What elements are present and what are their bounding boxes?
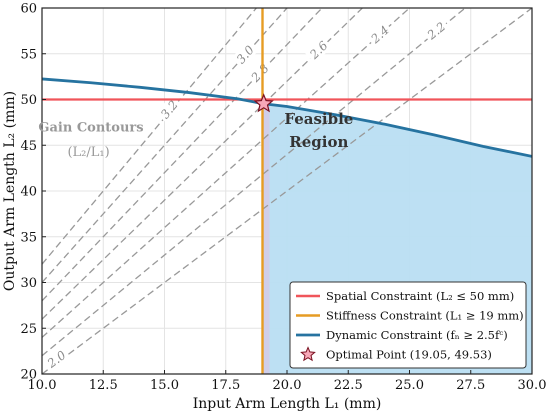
region-edge-shade xyxy=(263,103,270,374)
legend-box xyxy=(289,281,527,369)
y-tick-label: 60 xyxy=(20,2,37,17)
contour-line-2.6 xyxy=(42,8,364,320)
x-tick-label: 10.0 xyxy=(28,378,57,393)
legend: Spatial Constraint (L₂ ≤ 50 mm) Stiffness… xyxy=(289,281,527,369)
contour-label-bg xyxy=(155,95,183,124)
optimal-point-marker xyxy=(253,93,274,113)
contour-line-2.2 xyxy=(42,8,467,357)
y-tick-label: 45 xyxy=(20,139,37,154)
gain-contours-subtitle: (L₂/L₁) xyxy=(67,145,109,160)
legend-label: Optimal Point (19.05, 49.53) xyxy=(326,348,492,362)
x-axis-label: Input Arm Length L₁ (mm) xyxy=(193,396,382,412)
optimal-marker-layer xyxy=(253,93,274,113)
contour-line-3.0 xyxy=(42,8,288,283)
x-tick-label: 22.5 xyxy=(334,378,363,393)
x-tick-label: 12.5 xyxy=(89,378,118,393)
contour-label-bg xyxy=(422,17,451,44)
y-tick-label: 50 xyxy=(20,93,37,108)
x-tick-label: 30.0 xyxy=(518,378,547,393)
legend-label: Stiffness Constraint (L₁ ≥ 19 mm) xyxy=(326,309,524,323)
legend-star-icon xyxy=(300,346,316,362)
contour-label-bg xyxy=(365,20,394,48)
y-tick-label: 40 xyxy=(20,185,37,200)
gain-contours-title: Gain Contours xyxy=(38,121,143,136)
y-tick-label: 25 xyxy=(20,322,37,337)
x-tick-label: 20.0 xyxy=(273,378,302,393)
y-tick-label: 20 xyxy=(20,368,37,383)
y-axis-label: Output Arm Length L₂ (mm) xyxy=(2,91,18,291)
x-tick-label: 25.0 xyxy=(395,378,424,393)
y-tick-label: 30 xyxy=(20,276,37,291)
feasible-region-label-line2: Region xyxy=(289,133,348,151)
contour-label-bg xyxy=(231,40,259,69)
contour-line-2.0 xyxy=(42,8,532,374)
contour-label-bg xyxy=(42,345,71,373)
contour-line-3.2 xyxy=(42,8,258,265)
x-tick-label: 27.5 xyxy=(456,378,485,393)
x-tick-label: 15.0 xyxy=(150,378,179,393)
dynamic-constraint-curve xyxy=(42,77,532,158)
legend-label: Dynamic Constraint (fₙ ≥ 2.5fᶜ) xyxy=(326,328,508,342)
constraint-lines xyxy=(42,8,532,374)
axis-ticks: 10.0 12.5 15.0 17.5 20.0 22.5 25.0 27.5 30.0 20 25… xyxy=(20,2,546,394)
contour-label-bg xyxy=(245,58,274,87)
contour-line-2.8 xyxy=(42,8,323,302)
x-tick-label: 17.5 xyxy=(211,378,240,393)
y-tick-label: 55 xyxy=(20,47,37,62)
feasible-region-label: Feasible xyxy=(284,110,353,128)
contour-label-bg xyxy=(304,35,333,64)
legend-label: Spatial Constraint (L₂ ≤ 50 mm) xyxy=(326,289,514,303)
y-tick-label: 35 xyxy=(20,230,37,245)
